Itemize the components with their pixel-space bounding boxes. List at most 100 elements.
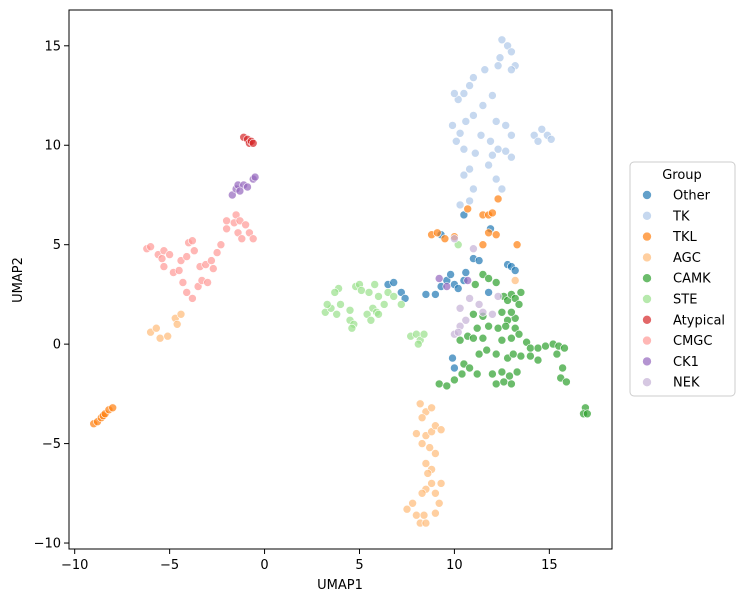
points-layer <box>89 35 592 528</box>
point-agc <box>421 518 431 528</box>
point-tk <box>450 89 459 98</box>
point-tkl <box>491 230 501 239</box>
point-ste <box>357 286 366 295</box>
point-camk <box>497 335 507 345</box>
point-camk <box>533 355 543 365</box>
point-camk <box>434 379 444 389</box>
point-tkl <box>108 403 117 413</box>
point-other <box>431 290 440 299</box>
point-camk <box>442 381 452 391</box>
point-camk <box>497 307 507 317</box>
point-agc <box>425 443 435 452</box>
point-agc <box>417 488 427 498</box>
point-cmgc <box>203 278 212 287</box>
point-tk <box>455 129 465 138</box>
point-tk <box>493 144 503 154</box>
point-tk <box>465 164 474 174</box>
point-tk <box>459 89 469 98</box>
point-camk <box>533 343 543 353</box>
point-tk <box>497 184 507 194</box>
point-agc <box>417 413 427 423</box>
point-camk <box>469 309 478 319</box>
point-ste <box>332 309 342 319</box>
y-tick-label: −5 <box>42 437 61 452</box>
point-other <box>421 290 431 299</box>
point-tk <box>493 61 503 70</box>
legend-marker-cmgc <box>642 335 652 346</box>
point-camk <box>491 349 501 359</box>
point-tkl <box>484 228 493 238</box>
point-ck1 <box>442 282 452 291</box>
point-tk <box>461 117 471 126</box>
x-tick-label: 0 <box>260 558 268 573</box>
point-camk <box>507 379 516 389</box>
y-tick-label: 15 <box>44 39 61 54</box>
legend-label-ck1: CK1 <box>673 355 699 370</box>
point-tk <box>469 184 478 194</box>
point-other <box>450 363 459 373</box>
point-agc <box>431 488 440 498</box>
point-agc <box>427 479 436 488</box>
point-atypical <box>248 139 258 148</box>
point-ste <box>413 339 423 349</box>
point-other <box>510 266 520 275</box>
point-agc <box>436 479 446 488</box>
point-agc <box>434 498 444 508</box>
x-tick-label: 5 <box>355 558 363 573</box>
point-camk <box>488 369 497 379</box>
point-tk <box>507 65 516 74</box>
point-ste <box>419 329 429 339</box>
point-other <box>446 270 455 279</box>
point-tk <box>465 81 474 90</box>
point-nek <box>488 309 497 319</box>
point-camk <box>491 278 501 287</box>
point-tk <box>537 125 547 134</box>
point-agc <box>152 323 161 333</box>
legend-label-cmgc: CMGC <box>673 334 712 349</box>
legend-label-nek: NEK <box>673 376 700 391</box>
legend-marker-nek <box>642 377 652 388</box>
point-camk <box>505 371 514 381</box>
point-cmgc <box>237 234 247 243</box>
point-camk <box>526 343 535 353</box>
point-cmgc <box>159 262 169 271</box>
point-ck1 <box>250 172 260 182</box>
point-agc <box>412 429 421 438</box>
point-tk <box>459 170 469 180</box>
point-tk <box>501 146 511 156</box>
point-tk <box>497 35 507 45</box>
point-camk <box>482 345 492 355</box>
point-camk <box>552 349 562 359</box>
point-agc <box>415 399 425 409</box>
point-other <box>461 268 471 277</box>
point-ck1 <box>434 274 444 283</box>
point-tkl <box>488 208 497 218</box>
point-camk <box>560 343 569 353</box>
plot-frame <box>68 9 613 550</box>
point-ste <box>336 300 345 309</box>
point-cmgc <box>174 266 184 275</box>
point-agc <box>408 498 417 508</box>
point-nek <box>493 292 503 301</box>
legend-frame <box>629 161 736 397</box>
point-cmgc <box>216 240 226 249</box>
point-agc <box>176 309 186 319</box>
point-agc <box>431 449 440 458</box>
point-tk <box>501 121 511 130</box>
point-ste <box>364 288 374 297</box>
point-agc <box>510 276 520 285</box>
legend-marker-ck1 <box>642 356 652 367</box>
point-tkl <box>512 240 522 249</box>
point-other <box>389 278 399 287</box>
point-tk <box>546 135 556 144</box>
legend-title: Group <box>662 168 702 183</box>
point-camk <box>514 329 524 339</box>
point-ste <box>330 288 340 297</box>
point-agc <box>402 504 412 514</box>
point-nek <box>474 300 484 309</box>
point-nek <box>469 244 478 253</box>
point-camk <box>457 369 467 379</box>
point-cmgc <box>165 250 174 259</box>
point-tk <box>455 200 465 210</box>
legend-items: Other TK TKL AGC CAMK STE Atypical CMGC CK1 NEK <box>642 189 725 391</box>
